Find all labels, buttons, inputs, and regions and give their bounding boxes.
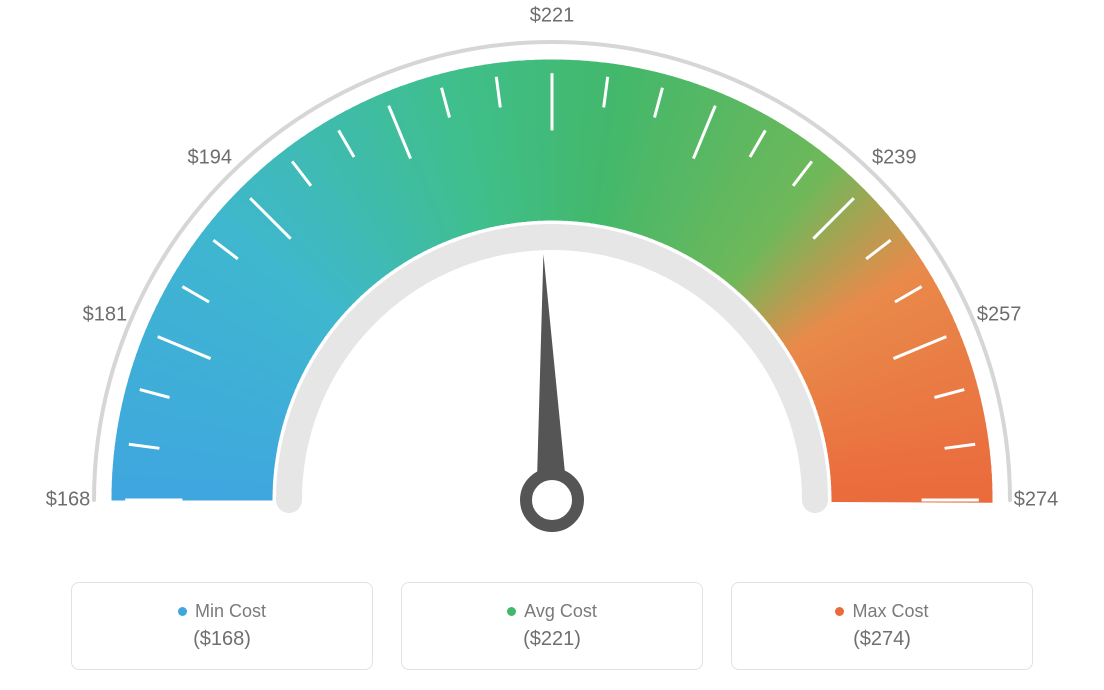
legend-value-avg: ($221)	[523, 628, 581, 651]
legend-label-max: Max Cost	[852, 601, 928, 622]
gauge-tick-label: $239	[872, 146, 917, 169]
gauge-chart-container: $168 $181 $194 $221 $239 $257 $274 Min Cost ($…	[0, 0, 1104, 690]
gauge-svg	[0, 0, 1104, 560]
gauge-tick-label: $181	[83, 303, 128, 326]
legend-card-min: Min Cost ($168)	[71, 582, 373, 670]
legend-dot-min	[178, 607, 187, 616]
gauge-tick-label: $194	[188, 146, 233, 169]
legend-label-avg: Avg Cost	[524, 601, 597, 622]
legend-dot-avg	[507, 607, 516, 616]
gauge-area: $168 $181 $194 $221 $239 $257 $274	[0, 0, 1104, 560]
gauge-tick-label: $221	[530, 5, 575, 28]
legend-card-max: Max Cost ($274)	[731, 582, 1033, 670]
legend-value-min: ($168)	[193, 628, 251, 651]
legend-dot-max	[835, 607, 844, 616]
legend-card-avg: Avg Cost ($221)	[401, 582, 703, 670]
legend-title-max: Max Cost	[835, 601, 928, 622]
gauge-tick-label: $257	[977, 303, 1022, 326]
legend-label-min: Min Cost	[195, 601, 266, 622]
legend-row: Min Cost ($168) Avg Cost ($221) Max Cost…	[0, 582, 1104, 670]
gauge-tick-label: $274	[1014, 489, 1059, 512]
gauge-tick-label: $168	[46, 489, 91, 512]
legend-title-min: Min Cost	[178, 601, 266, 622]
legend-value-max: ($274)	[853, 628, 911, 651]
legend-title-avg: Avg Cost	[507, 601, 597, 622]
